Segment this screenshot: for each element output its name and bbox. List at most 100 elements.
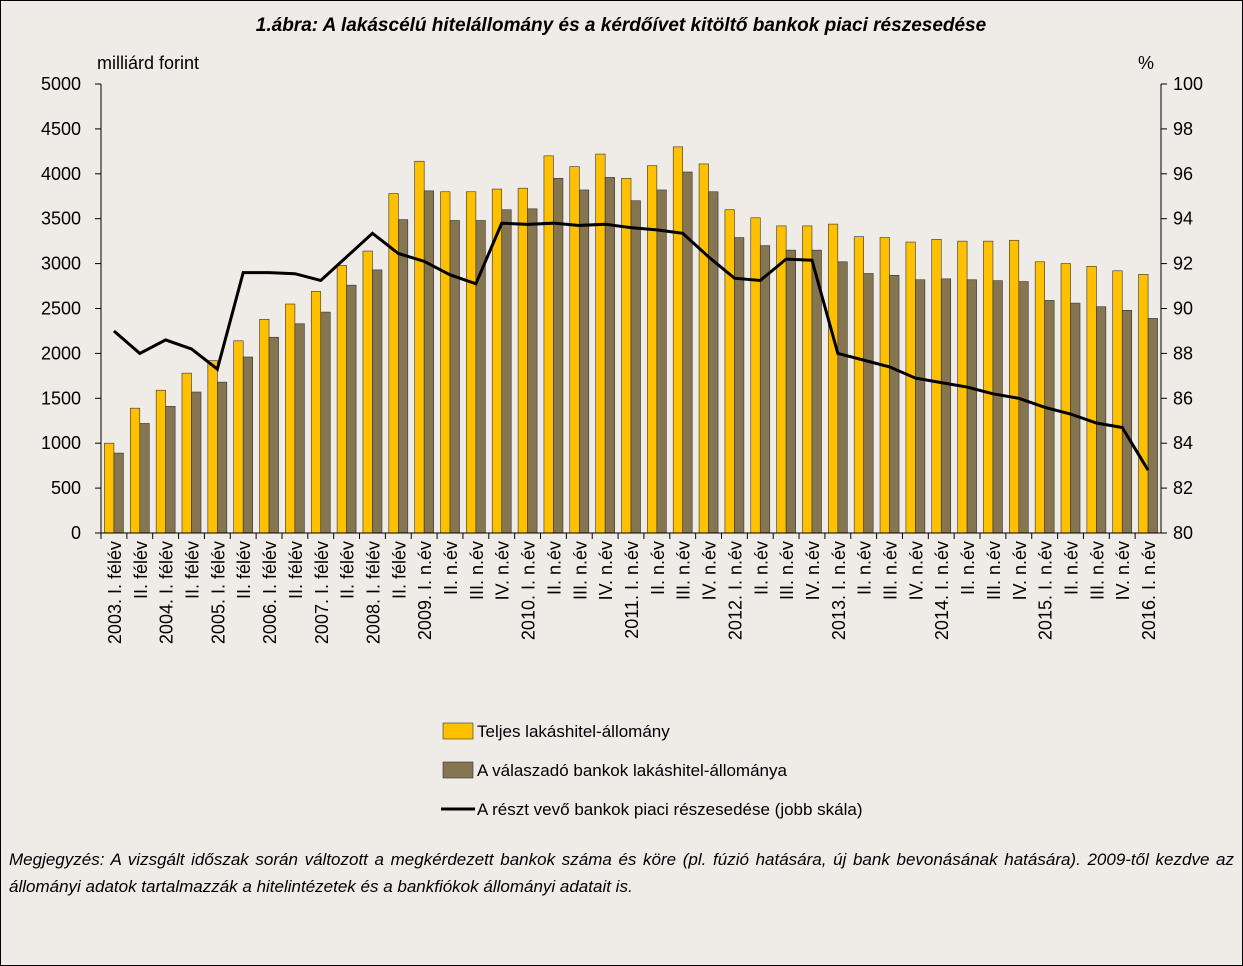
bar [501, 209, 512, 534]
x-tick-label: 2005. I. félév [208, 541, 228, 644]
y2-tick-label: 98 [1173, 119, 1193, 139]
bar [553, 177, 564, 534]
x-tick-label: 2016. I. n.év [1139, 541, 1159, 640]
bar [466, 191, 477, 534]
y2-tick-label: 88 [1173, 343, 1193, 363]
y-tick-label: 1000 [41, 433, 81, 453]
x-tick-label: 2009. I. n.év [415, 541, 435, 640]
bar [750, 217, 761, 534]
y2-tick-label: 96 [1173, 164, 1193, 184]
bar [1147, 318, 1158, 534]
x-tick-label: 2014. I. n.év [932, 541, 952, 640]
bar [1044, 300, 1055, 534]
x-tick-label: IV. n.év [1113, 541, 1133, 600]
y-tick-label: 5000 [41, 74, 81, 94]
y2-tick-label: 100 [1173, 74, 1203, 94]
bar [155, 389, 166, 534]
x-tick-label: IV. n.év [803, 541, 823, 600]
bar [423, 190, 434, 534]
bar [595, 153, 606, 534]
x-tick-label: 2003. I. félév [105, 541, 125, 644]
x-tick-label: III. n.év [881, 541, 901, 600]
bar [905, 241, 916, 534]
x-tick-label: IV. n.év [700, 541, 720, 600]
bar [259, 318, 270, 534]
bar [1096, 306, 1107, 534]
x-tick-label: 2007. I. félév [312, 541, 332, 644]
legend-label: A válaszadó bankok lakáshitel-állománya [477, 761, 788, 780]
x-tick-label: III. n.év [570, 541, 590, 600]
y-tick-label: 2500 [41, 299, 81, 319]
bar [1138, 274, 1149, 534]
bar [724, 209, 735, 534]
x-tick-label: 2006. I. félév [260, 541, 280, 644]
legend-swatch [442, 761, 474, 779]
x-tick-label: III. n.év [674, 541, 694, 600]
x-tick-label: 2010. I. n.év [519, 541, 539, 640]
bar [837, 261, 848, 534]
bar [217, 381, 228, 534]
bar [682, 171, 693, 534]
x-tick-label: 2012. I. n.év [725, 541, 745, 640]
bar [336, 265, 347, 534]
y-tick-label: 500 [51, 478, 81, 498]
bar [268, 336, 279, 534]
bar [802, 225, 813, 534]
x-tick-label: II. félév [234, 541, 254, 599]
y2-tick-label: 90 [1173, 299, 1193, 319]
bar [362, 250, 373, 534]
chart-title: 1.ábra: A lakáscélú hitelállomány és a k… [256, 15, 987, 36]
bar [983, 240, 994, 534]
bar [242, 356, 253, 534]
bar [517, 187, 528, 534]
y2-tick-label: 82 [1173, 478, 1193, 498]
bar [104, 442, 115, 534]
y2-tick-label: 84 [1173, 433, 1193, 453]
bar [630, 200, 641, 534]
bar [863, 273, 874, 534]
bar [647, 165, 658, 534]
x-tick-label: II. n.év [441, 541, 461, 595]
bar [672, 146, 684, 534]
bar [165, 406, 176, 534]
bar [207, 360, 218, 534]
bar [294, 323, 305, 534]
y-tick-label: 3500 [41, 209, 81, 229]
y-tick-label: 1500 [41, 388, 81, 408]
x-tick-label: II. n.év [855, 541, 875, 595]
bar [113, 452, 124, 534]
bar [181, 372, 192, 534]
x-tick-label: IV. n.év [1010, 541, 1030, 600]
bar [853, 236, 864, 534]
bar [698, 163, 709, 534]
x-tick-label: IV. n.év [493, 541, 513, 600]
y-tick-label: 4500 [41, 119, 81, 139]
bar [388, 193, 399, 534]
bar [708, 191, 719, 534]
bar [398, 219, 409, 534]
y2-axis-label: % [1138, 53, 1154, 73]
bar [940, 278, 952, 534]
x-tick-label: 2015. I. n.év [1036, 541, 1056, 640]
x-tick-label: III. n.év [984, 541, 1004, 600]
x-tick-label: II. n.év [544, 541, 564, 595]
bar [931, 239, 942, 534]
x-tick-label: II. félév [389, 541, 409, 599]
bar [310, 291, 322, 534]
note: Megjegyzés: A vizsgált időszak során vál… [9, 850, 1234, 896]
bar [233, 340, 244, 534]
y-tick-label: 4000 [41, 164, 81, 184]
bar [346, 284, 357, 534]
bar [1009, 239, 1020, 534]
legend-label: A részt vevő bankok piaci részesedése (j… [477, 800, 863, 819]
y2-tick-label: 92 [1173, 254, 1193, 274]
x-tick-label: II. félév [131, 541, 151, 599]
x-tick-label: II. félév [286, 541, 306, 599]
x-tick-label: II. félév [338, 541, 358, 599]
x-tick-label: II. n.év [1062, 541, 1082, 595]
y2-tick-label: 80 [1173, 523, 1193, 543]
y-tick-label: 3000 [41, 254, 81, 274]
y2-tick-label: 86 [1173, 388, 1193, 408]
bar [889, 274, 900, 534]
bar [966, 279, 977, 534]
